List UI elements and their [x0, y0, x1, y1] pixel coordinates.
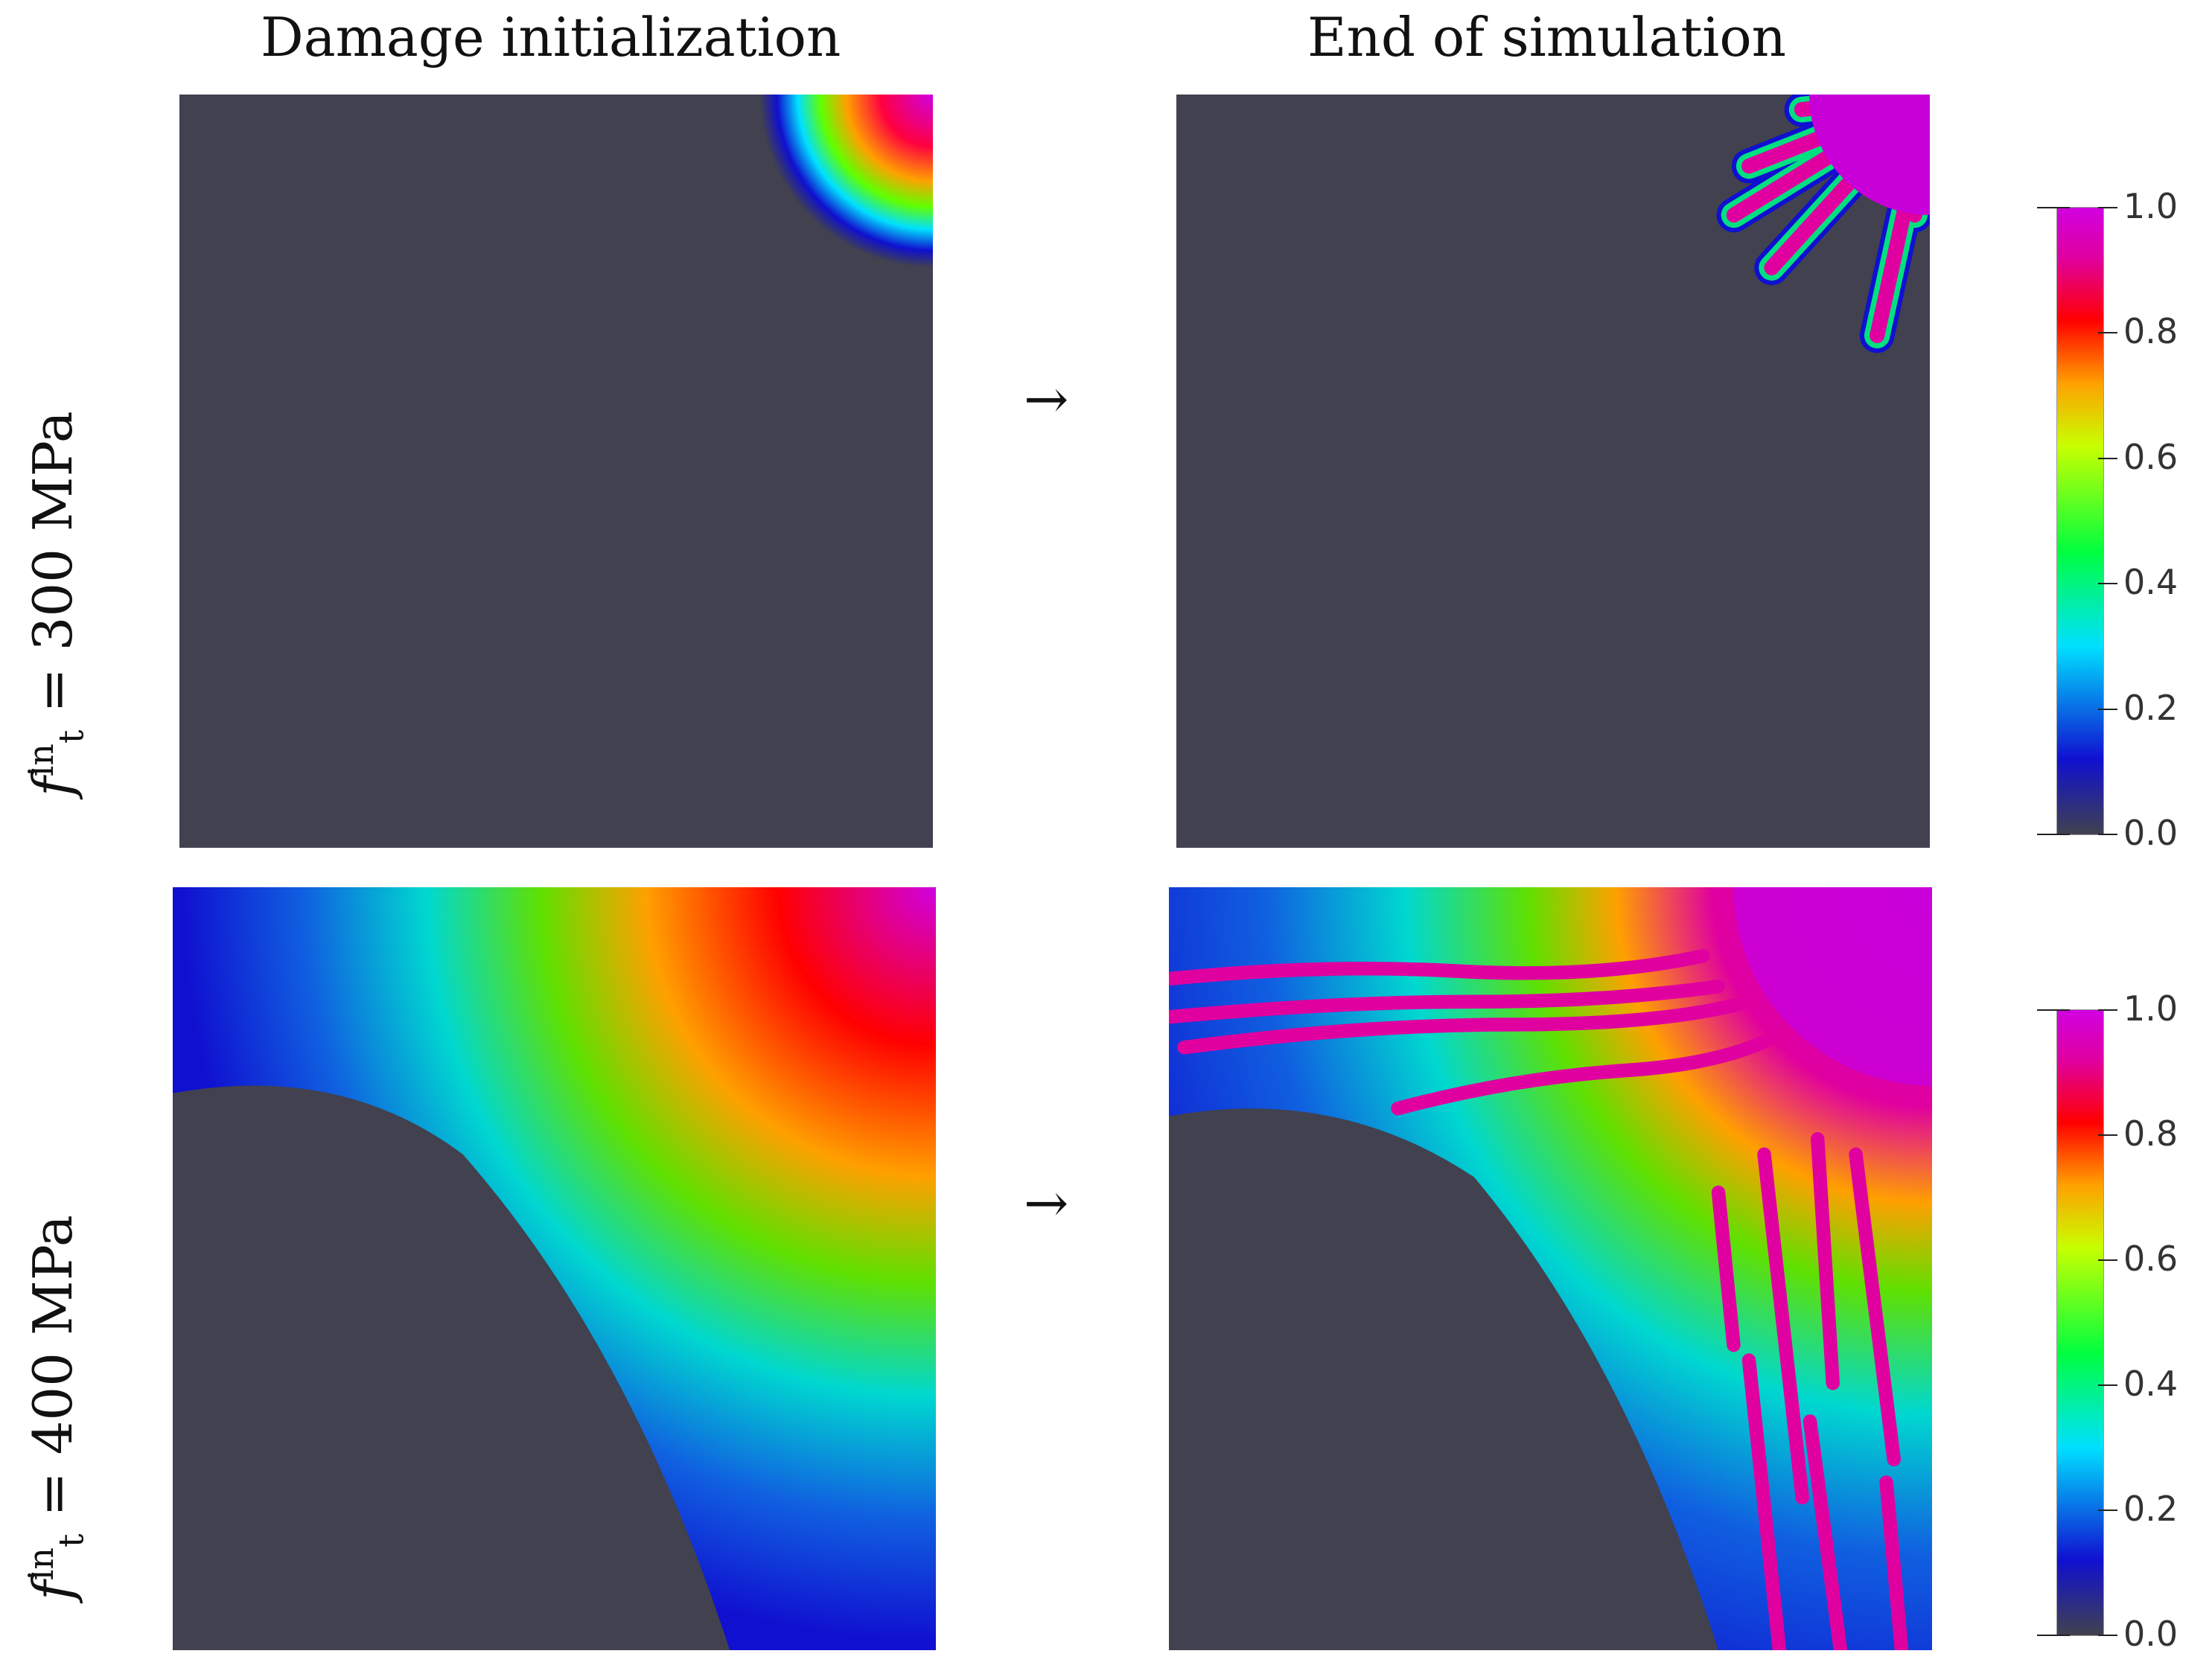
- panel-300mpa-initialization: [179, 95, 933, 848]
- column-title-end-of-simulation: End of simulation: [1307, 6, 1787, 68]
- colorbar-1-tick-label: 0.6: [2123, 436, 2178, 477]
- colorbar-2-top-tick: [2037, 1009, 2070, 1011]
- colorbar-2-tick: [2098, 1384, 2117, 1386]
- colorbar-2-tick-label: 0.4: [2123, 1364, 2178, 1404]
- colorbar-1-tick-label: 0.4: [2123, 562, 2178, 603]
- colorbar-2-tick: [2098, 1510, 2117, 1511]
- colorbar-1-tick: [2098, 457, 2117, 459]
- colorbar-1-top-tick: [2037, 207, 2070, 208]
- colorbar-1-tick: [2098, 207, 2117, 208]
- colorbar-2: [2056, 1009, 2104, 1636]
- arrow-row-1: →: [1024, 368, 1069, 430]
- panel-400mpa-end: [1169, 887, 1932, 1650]
- colorbar-1-tick-label: 1.0: [2123, 186, 2178, 226]
- colorbar-1-tick: [2098, 583, 2117, 585]
- colorbar-1: [2056, 207, 2104, 835]
- colorbar-1-tick: [2098, 834, 2117, 835]
- colorbar-2-tick-label: 0.6: [2123, 1239, 2178, 1279]
- colorbar-2-tick-label: 0.8: [2123, 1114, 2178, 1154]
- colorbar-2-tick-label: 0.2: [2123, 1489, 2178, 1529]
- colorbar-2-tick: [2098, 1259, 2117, 1261]
- colorbar-1-tick-label: 0.8: [2123, 311, 2178, 352]
- panel-300mpa-end: [1176, 95, 1930, 848]
- colorbar-2-tick: [2098, 1635, 2117, 1636]
- arrow-row-2: →: [1024, 1172, 1069, 1234]
- row-label-300mpa: fint = 300 MPa: [21, 411, 92, 796]
- colorbar-1-tick: [2098, 332, 2117, 334]
- colorbar-2-tick-label: 0.0: [2123, 1614, 2178, 1654]
- colorbar-1-tick-label: 0.0: [2123, 813, 2178, 853]
- colorbar-1-bottom-tick: [2037, 834, 2070, 835]
- colorbar-2-tick: [2098, 1009, 2117, 1011]
- colorbar-1-tick-label: 0.2: [2123, 687, 2178, 728]
- colorbar-2-tick-label: 1.0: [2123, 988, 2178, 1029]
- column-title-damage-initialization: Damage initialization: [261, 6, 841, 68]
- colorbar-1-tick: [2098, 708, 2117, 710]
- row-label-400mpa: fint = 400 MPa: [21, 1215, 92, 1600]
- colorbar-2-tick: [2098, 1134, 2117, 1136]
- colorbar-2-bottom-tick: [2037, 1635, 2070, 1636]
- panel-400mpa-initialization: [173, 887, 936, 1650]
